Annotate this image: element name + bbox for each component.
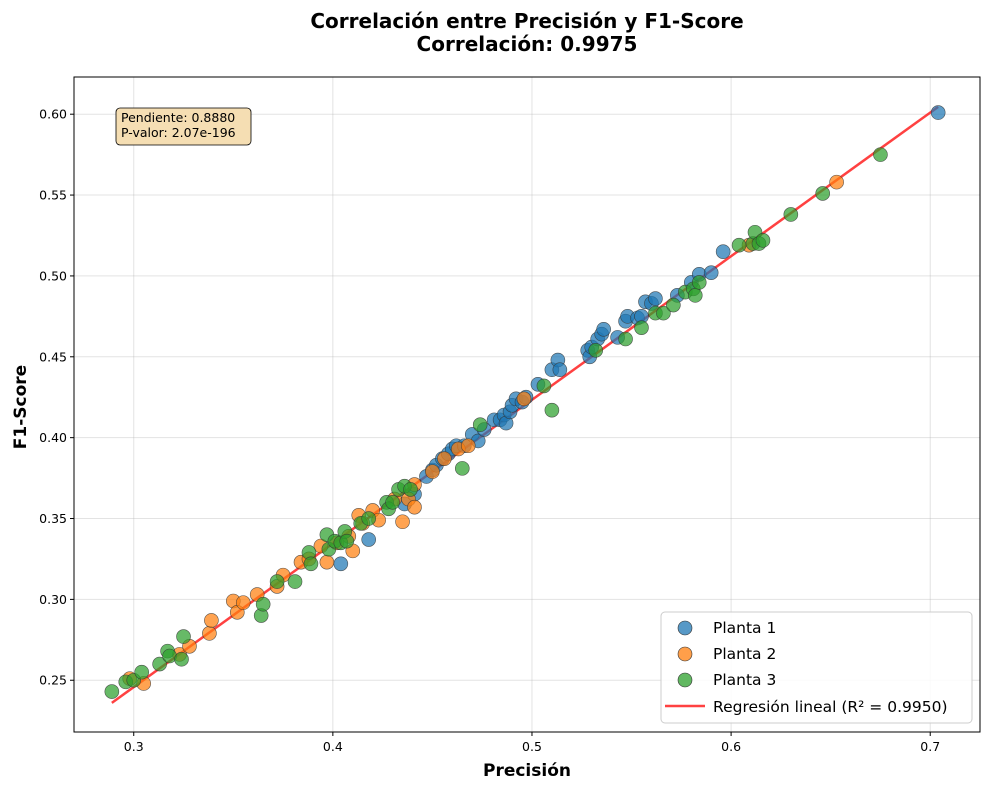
- chart-subtitle: Correlación: 0.9975: [417, 32, 638, 56]
- data-point: [202, 626, 217, 641]
- series-planta-1: [333, 105, 946, 572]
- x-tick-label: 0.3: [124, 739, 144, 754]
- data-point: [596, 321, 611, 337]
- data-point: [536, 378, 552, 394]
- data-point: [152, 656, 167, 672]
- data-point: [134, 664, 150, 680]
- y-tick-label: 0.30: [39, 592, 67, 607]
- data-point: [829, 174, 844, 190]
- data-point: [204, 613, 219, 628]
- data-point: [930, 105, 946, 120]
- chart-title: Correlación entre Precisión y F1-Score: [310, 9, 743, 33]
- data-point: [516, 391, 532, 407]
- data-point: [666, 297, 681, 313]
- stats-pvalue: P-valor: 2.07e-196: [121, 125, 236, 140]
- data-point: [815, 186, 830, 201]
- y-tick-label: 0.60: [39, 107, 67, 122]
- data-point: [395, 514, 410, 530]
- legend-marker-planta-1: [677, 620, 693, 636]
- data-point: [454, 461, 470, 476]
- data-point: [407, 499, 422, 515]
- axis-ticks: 0.3 0.4 0.5 0.6 0.7 0.25 0.30 0.35 0.40 0.45 0.50 0…: [39, 107, 940, 754]
- y-tick-label: 0.35: [39, 511, 67, 526]
- data-point: [460, 438, 476, 454]
- points-layer: [104, 105, 946, 699]
- data-point: [715, 244, 731, 259]
- x-tick-label: 0.4: [323, 739, 343, 754]
- data-point: [588, 343, 603, 358]
- legend-label-planta-1: Planta 1: [713, 619, 776, 637]
- data-point: [287, 574, 303, 589]
- series-planta-3: [104, 147, 888, 699]
- data-point: [333, 556, 349, 572]
- data-point: [437, 451, 452, 466]
- data-point: [361, 532, 376, 547]
- grid-lines: [74, 77, 980, 732]
- stats-slope: Pendiente: 0.8880: [121, 110, 235, 125]
- data-point: [783, 207, 799, 222]
- data-point: [472, 417, 488, 433]
- y-tick-label: 0.50: [39, 268, 67, 283]
- data-point: [361, 511, 376, 526]
- legend-marker-planta-3: [677, 672, 693, 688]
- stats-box-background: [115, 107, 252, 146]
- data-point: [687, 288, 703, 303]
- data-point: [634, 320, 649, 335]
- data-point: [552, 362, 568, 378]
- legend-label-planta-2: Planta 2: [713, 645, 776, 663]
- data-point: [403, 482, 418, 497]
- x-tick-label: 0.7: [920, 739, 940, 754]
- data-point: [385, 495, 400, 510]
- plot-frame: [73, 76, 981, 733]
- data-point: [755, 233, 771, 248]
- y-axis-label: F1-Score: [11, 365, 31, 449]
- data-point: [731, 237, 747, 253]
- data-point: [691, 275, 707, 290]
- x-tick-label: 0.6: [721, 739, 741, 754]
- y-tick-label: 0.25: [39, 673, 67, 688]
- y-tick-label: 0.40: [39, 430, 67, 445]
- data-point: [339, 533, 355, 549]
- data-point: [255, 596, 271, 612]
- legend-frame: [660, 611, 973, 724]
- data-point: [703, 265, 719, 280]
- x-axis-label: Precisión: [483, 761, 571, 781]
- data-point: [104, 684, 120, 699]
- data-point: [544, 402, 560, 418]
- legend-label-planta-3: Planta 3: [713, 671, 776, 689]
- stats-annotation-box: Pendiente: 0.8880 P-valor: 2.07e-196: [115, 107, 252, 146]
- data-point: [176, 629, 191, 644]
- data-point: [656, 305, 671, 321]
- data-point: [618, 331, 633, 347]
- x-tick-label: 0.5: [522, 739, 542, 754]
- legend: Planta 1 Planta 2 Planta 3 Regresión lin…: [660, 611, 973, 724]
- data-point: [303, 556, 319, 572]
- data-point: [174, 651, 189, 667]
- data-point: [235, 595, 251, 610]
- y-tick-label: 0.55: [39, 188, 67, 203]
- data-point: [648, 291, 663, 306]
- data-point: [269, 574, 285, 589]
- y-tick-label: 0.45: [39, 349, 67, 364]
- data-point: [425, 464, 440, 479]
- legend-marker-planta-2: [677, 646, 693, 662]
- legend-label-regression: Regresión lineal (R² = 0.9950): [713, 698, 948, 716]
- data-point: [319, 554, 335, 570]
- data-point: [873, 147, 888, 162]
